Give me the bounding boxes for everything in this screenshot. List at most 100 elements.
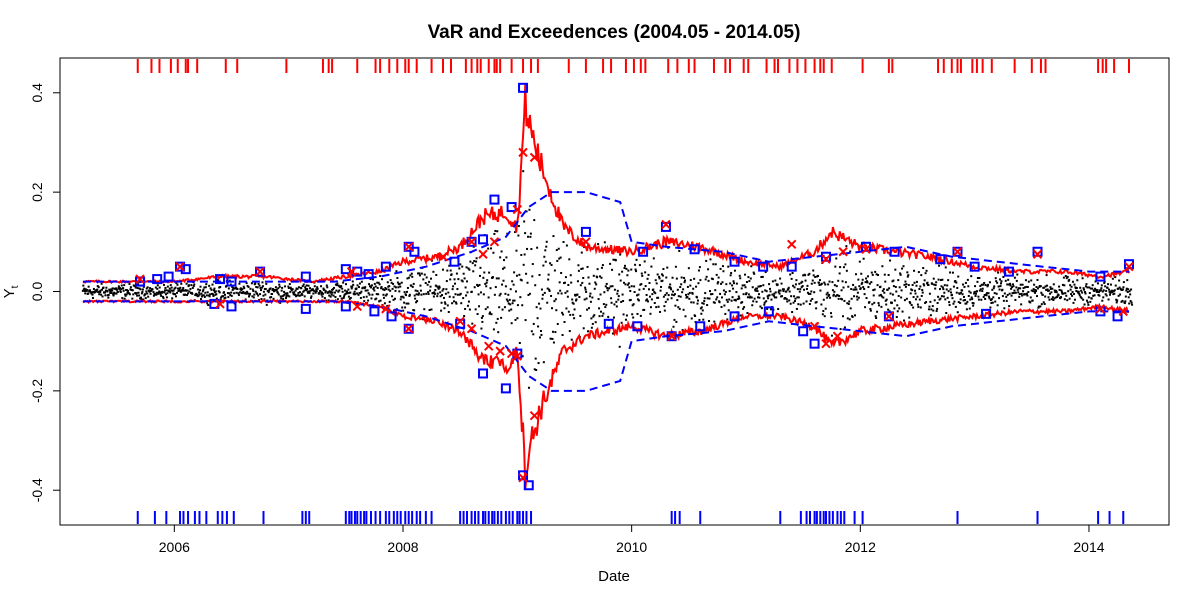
- return-point: [188, 290, 191, 293]
- return-point: [790, 295, 793, 298]
- exceedance-square: [215, 274, 226, 285]
- return-point: [1119, 293, 1122, 296]
- return-point: [137, 283, 140, 286]
- return-point: [525, 272, 528, 275]
- return-point: [799, 288, 802, 291]
- return-point: [722, 270, 725, 273]
- exceedance-cross: [1095, 304, 1106, 314]
- return-point: [602, 303, 605, 306]
- return-point: [310, 295, 313, 298]
- return-point: [369, 285, 372, 288]
- return-point: [443, 307, 446, 310]
- return-point: [373, 289, 376, 292]
- exceedance-square: [152, 274, 163, 285]
- return-point: [419, 284, 422, 287]
- return-point: [349, 291, 352, 294]
- return-point: [332, 288, 335, 291]
- return-point: [626, 283, 629, 286]
- return-point: [811, 279, 814, 282]
- return-point: [187, 292, 190, 295]
- return-point: [982, 295, 985, 298]
- return-point: [1058, 288, 1061, 291]
- return-point: [483, 271, 486, 274]
- return-point: [1108, 288, 1111, 291]
- return-point: [316, 287, 319, 290]
- return-point: [389, 279, 392, 282]
- return-point: [145, 290, 148, 293]
- return-point: [916, 303, 919, 306]
- return-point: [96, 285, 99, 288]
- return-point: [920, 294, 923, 297]
- return-point: [154, 286, 157, 289]
- return-point: [791, 311, 794, 314]
- return-point: [1003, 307, 1006, 310]
- y-axis-label: Yt: [1, 285, 21, 298]
- return-point: [801, 280, 804, 283]
- return-point: [434, 288, 437, 291]
- return-point: [955, 291, 958, 294]
- return-point: [467, 300, 470, 303]
- return-point: [894, 285, 897, 288]
- return-point: [508, 309, 511, 312]
- return-point: [742, 293, 745, 296]
- return-point: [540, 333, 543, 336]
- return-point: [645, 293, 648, 296]
- return-point: [636, 294, 639, 297]
- return-point: [473, 260, 476, 263]
- return-point: [532, 322, 535, 325]
- return-point: [523, 220, 526, 223]
- return-point: [135, 292, 138, 295]
- exceedance-square: [226, 276, 237, 287]
- return-point: [1121, 299, 1124, 302]
- return-point: [978, 277, 981, 280]
- return-point: [181, 288, 184, 291]
- return-point: [939, 297, 942, 300]
- return-point: [89, 289, 92, 292]
- return-point: [789, 273, 792, 276]
- return-point: [432, 270, 435, 273]
- return-point: [1108, 293, 1111, 296]
- return-point: [962, 283, 965, 286]
- return-point: [427, 291, 430, 294]
- return-point: [704, 278, 707, 281]
- return-point: [82, 284, 85, 287]
- return-point: [464, 307, 467, 310]
- return-point: [145, 287, 148, 290]
- return-point: [209, 293, 212, 296]
- return-point: [129, 286, 132, 289]
- return-point: [735, 282, 738, 285]
- return-point: [496, 317, 499, 320]
- return-point: [570, 338, 573, 341]
- return-point: [841, 298, 844, 301]
- return-point: [1103, 281, 1106, 284]
- return-point: [918, 298, 921, 301]
- return-point: [807, 273, 810, 276]
- return-point: [327, 299, 330, 302]
- return-point: [792, 284, 795, 287]
- return-point: [993, 292, 996, 295]
- return-point: [697, 282, 700, 285]
- return-point: [1024, 279, 1027, 282]
- return-point: [647, 300, 650, 303]
- return-point: [391, 287, 394, 290]
- return-point: [880, 295, 883, 298]
- return-point: [825, 293, 828, 296]
- return-point: [1016, 288, 1019, 291]
- return-point: [172, 289, 175, 292]
- return-point: [775, 296, 778, 299]
- return-point: [946, 284, 949, 287]
- return-point: [1082, 298, 1085, 301]
- return-point: [551, 307, 554, 310]
- return-point: [966, 278, 969, 281]
- return-point: [612, 258, 615, 261]
- return-point: [489, 287, 492, 290]
- exceedance-square: [175, 261, 186, 272]
- return-point: [959, 301, 962, 304]
- return-point: [664, 300, 667, 303]
- return-point: [478, 283, 481, 286]
- return-point: [872, 289, 875, 292]
- return-point: [868, 282, 871, 285]
- return-point: [222, 295, 225, 298]
- return-point: [514, 318, 517, 321]
- exceedance-square: [580, 226, 591, 237]
